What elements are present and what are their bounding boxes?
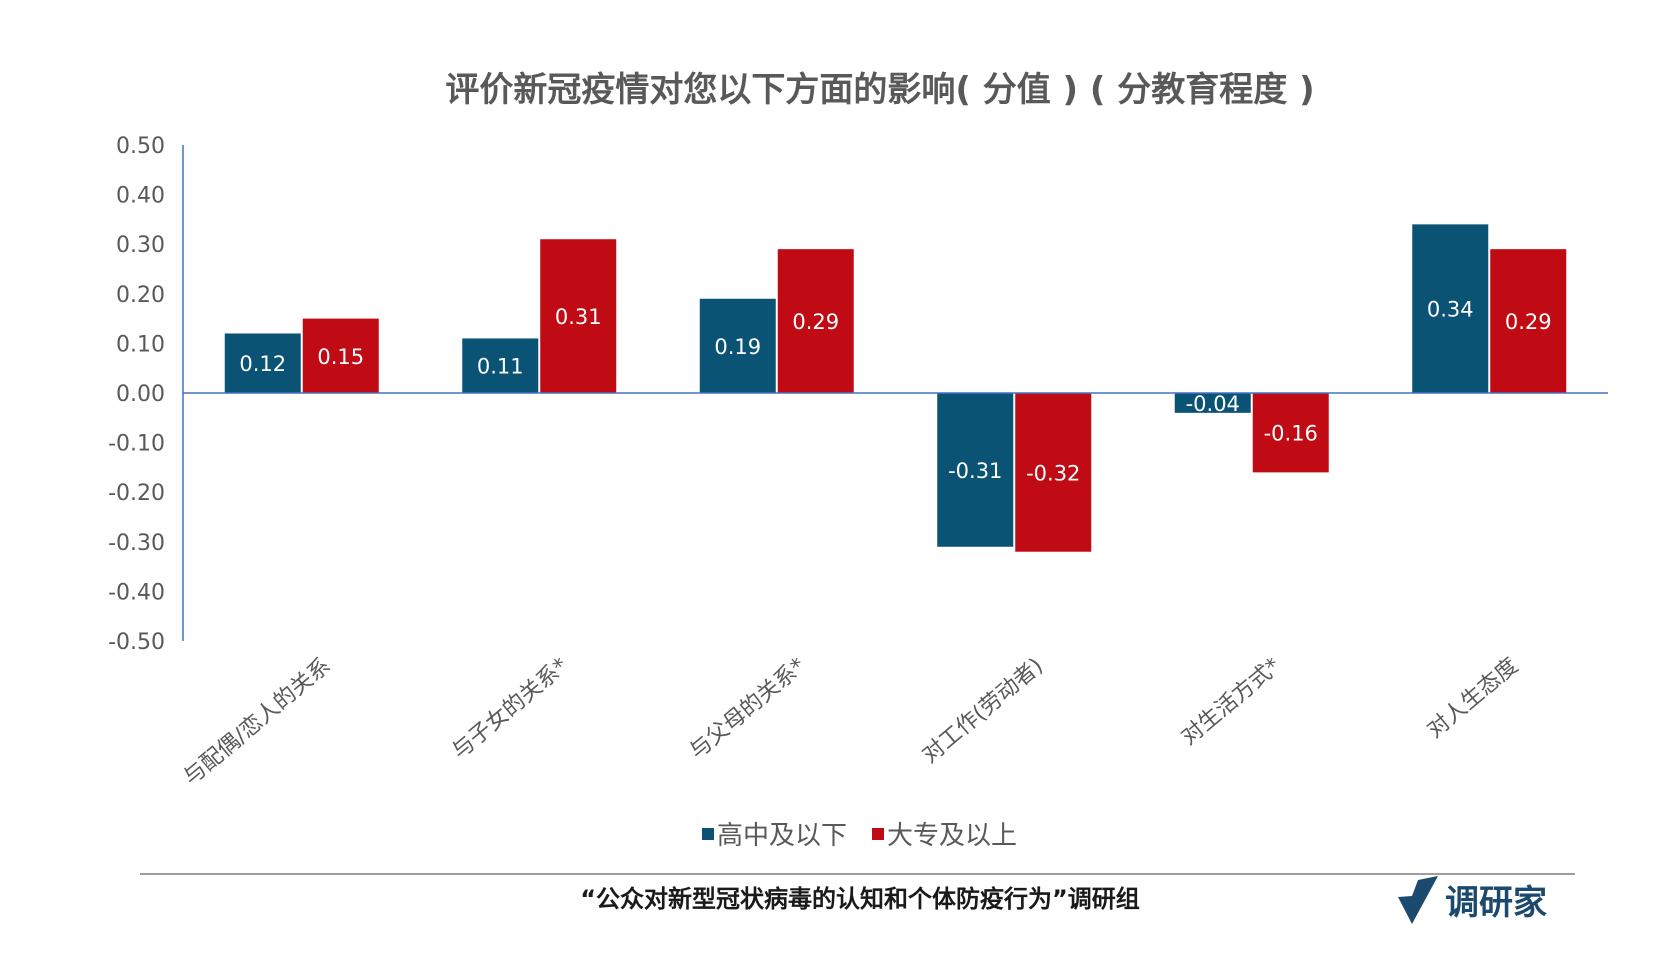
legend: 高中及以下 大专及以上 xyxy=(702,821,1017,851)
y-tick-label: -0.10 xyxy=(108,432,165,457)
bar xyxy=(462,338,539,393)
bar xyxy=(1252,393,1329,473)
data-label: -0.16 xyxy=(1264,422,1318,446)
data-label: 0.34 xyxy=(1427,298,1474,322)
brand-check-icon xyxy=(1398,876,1438,924)
bar xyxy=(1412,224,1489,393)
legend-swatch xyxy=(702,828,714,840)
bar xyxy=(302,318,379,393)
x-category-label: 对生活方式* xyxy=(1177,653,1286,750)
y-tick-label: 0.00 xyxy=(116,382,165,407)
y-tick-label: 0.20 xyxy=(116,283,165,308)
x-category-label: 与配偶/恋人的关系 xyxy=(179,653,336,790)
data-label: 0.29 xyxy=(792,310,839,334)
y-tick-label: 0.50 xyxy=(116,134,165,159)
data-label: 0.15 xyxy=(317,345,364,369)
y-tick-label: -0.40 xyxy=(108,580,165,605)
data-label: 0.12 xyxy=(239,352,286,376)
legend-label: 高中及以下 xyxy=(717,821,847,851)
chart-title: 评价新冠疫情对您以下方面的影响( 分值 ) ( 分教育程度 ) xyxy=(445,70,1314,110)
bar xyxy=(1490,249,1567,393)
x-category-label: 与父母的关系* xyxy=(685,653,811,764)
data-label: 0.29 xyxy=(1505,310,1552,334)
brand-logo: 调研家 xyxy=(1398,876,1547,924)
data-label: -0.31 xyxy=(948,459,1002,483)
x-category-label: 对工作(劳动者) xyxy=(918,653,1048,768)
plot-area: 0.50 0.40 0.30 0.20 0.10 0.00 -0.10 -0.20 -0.30 -… xyxy=(108,134,1608,790)
bar xyxy=(1174,393,1251,413)
bar xyxy=(224,333,301,393)
y-tick-label: -0.20 xyxy=(108,481,165,506)
data-label: -0.32 xyxy=(1026,461,1080,485)
x-category-label: 与子女的关系* xyxy=(447,653,573,764)
y-tick-label: -0.50 xyxy=(108,630,165,655)
y-tick-label: 0.40 xyxy=(116,184,165,209)
data-label: 0.11 xyxy=(477,355,524,379)
footer-source: “公众对新型冠状病毒的认知和个体防疫行为”调研组 xyxy=(580,885,1140,913)
data-label: -0.04 xyxy=(1186,392,1240,416)
legend-label: 大专及以上 xyxy=(887,821,1017,851)
bar xyxy=(777,249,854,393)
y-tick-label: -0.30 xyxy=(108,531,165,556)
data-label: 0.31 xyxy=(555,305,602,329)
bar xyxy=(1015,393,1092,552)
y-tick-label: 0.30 xyxy=(116,233,165,258)
brand-name: 调研家 xyxy=(1445,883,1547,923)
bar xyxy=(699,298,776,393)
x-category-label: 对人生态度 xyxy=(1423,653,1523,743)
legend-swatch xyxy=(872,828,884,840)
data-label: 0.19 xyxy=(714,335,761,359)
bar xyxy=(540,239,617,393)
y-tick-label: 0.10 xyxy=(116,332,165,357)
bar xyxy=(937,393,1014,547)
